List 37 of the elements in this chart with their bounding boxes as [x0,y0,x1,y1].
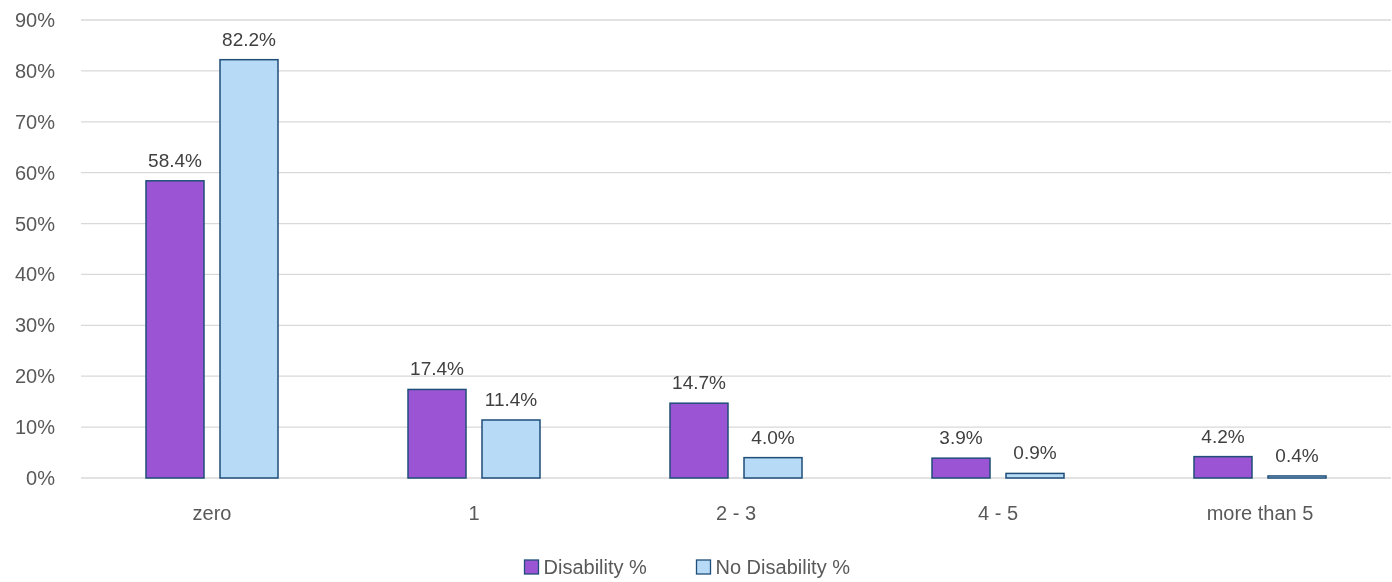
data-label: 4.2% [1201,425,1245,447]
data-label: 0.4% [1275,444,1319,466]
data-label: 82.2% [222,28,277,50]
legend-label: Disability % [543,556,648,578]
y-tick-label: 30% [14,314,56,337]
data-label: 17.4% [410,358,465,380]
bar [743,456,803,479]
data-label: 4.0% [751,426,795,448]
bar [145,180,205,479]
bar [481,419,541,479]
data-label: 58.4% [148,149,203,171]
y-tick-label: 60% [14,161,56,184]
bar [1193,455,1253,479]
x-tick-label: 2 - 3 [715,502,757,524]
bar [669,402,729,479]
bar [1005,472,1065,479]
x-tick-label: zero [192,502,232,524]
data-label: 0.9% [1013,442,1057,464]
y-tick-label: 10% [14,416,56,439]
y-tick-label: 20% [14,365,56,388]
bar [1267,475,1327,479]
y-tick-label: 40% [14,263,56,286]
bar [407,388,467,479]
y-tick-label: 0% [26,467,56,489]
bar [219,58,279,479]
bar [931,457,991,479]
y-tick-label: 50% [14,212,56,235]
y-tick-label: 90% [14,9,56,31]
y-tick-label: 80% [14,59,56,82]
x-tick-label: 4 - 5 [977,502,1019,524]
x-tick-label: 1 [468,502,480,524]
x-tick-label: more than 5 [1206,502,1314,524]
data-label: 3.9% [939,427,983,449]
data-label: 11.4% [484,388,538,410]
y-tick-label: 70% [14,110,56,133]
legend-label: No Disability % [715,556,851,578]
data-label: 14.7% [672,372,727,394]
